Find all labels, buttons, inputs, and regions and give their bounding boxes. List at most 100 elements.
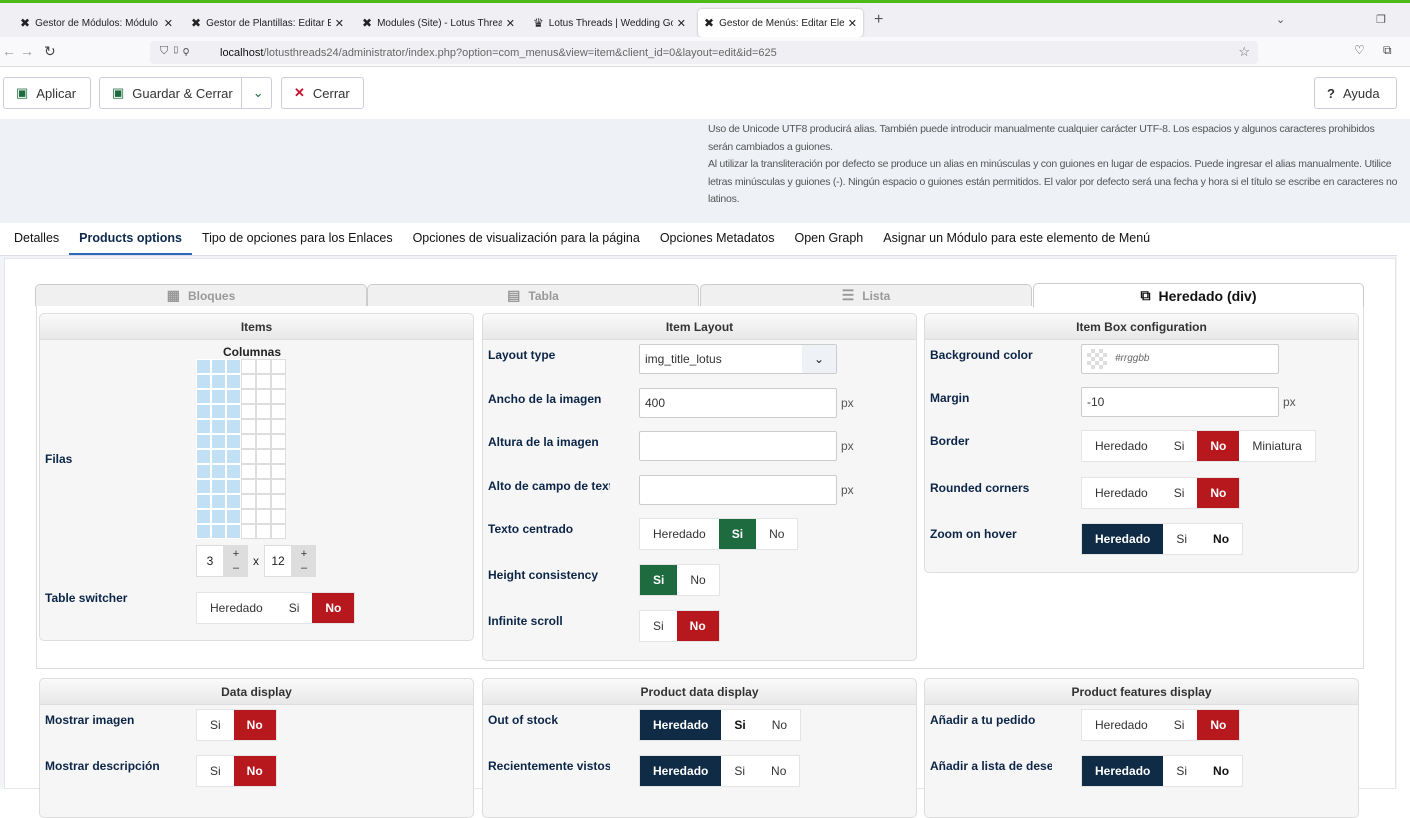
grid-cell[interactable] — [241, 479, 256, 494]
grid-cell[interactable] — [256, 434, 271, 449]
grid-cell[interactable] — [271, 434, 286, 449]
grid-cell[interactable] — [226, 479, 241, 494]
tab-6[interactable]: Asignar un Módulo para este elemento de … — [883, 231, 1151, 245]
columns-plus-minus[interactable]: + – — [224, 545, 248, 577]
toggle-group[interactable]: Heredado Si No — [1081, 709, 1241, 741]
text-input[interactable]: 400 — [639, 387, 837, 418]
grid-cell[interactable] — [271, 419, 286, 434]
bookmark-star-icon[interactable]: ☆ — [1238, 44, 1250, 59]
toggle-group[interactable]: Heredado Si No — [639, 518, 799, 550]
grid-cell[interactable] — [211, 494, 226, 509]
grid-cell[interactable] — [256, 509, 271, 524]
tab-5[interactable]: Open Graph — [794, 231, 864, 245]
grid-cell[interactable] — [271, 404, 286, 419]
option-heredado[interactable]: Heredado — [640, 710, 722, 740]
subtab-tabla[interactable]: ▤ Tabla — [367, 284, 699, 306]
close-tab-icon[interactable]: ✕ — [163, 17, 173, 30]
extensions-icon[interactable]: ⧉ — [1383, 43, 1392, 57]
grid-cell[interactable] — [211, 419, 226, 434]
grid-cell[interactable] — [256, 524, 271, 539]
grid-cell[interactable] — [241, 389, 256, 404]
grid-cell[interactable] — [226, 389, 241, 404]
grid-cell[interactable] — [211, 509, 226, 524]
grid-cell[interactable] — [211, 389, 226, 404]
option-si[interactable]: Si — [718, 519, 757, 549]
option-si[interactable]: Si — [640, 565, 678, 595]
grid-cell[interactable] — [196, 404, 211, 419]
grid-cell[interactable] — [226, 509, 241, 524]
grid-cell[interactable] — [196, 479, 211, 494]
back-icon[interactable]: ← — [2, 43, 16, 59]
grid-cell[interactable] — [226, 434, 241, 449]
rows-input[interactable]: 12 — [264, 545, 292, 577]
grid-cell[interactable] — [241, 419, 256, 434]
grid-cell[interactable] — [271, 359, 286, 374]
option-si[interactable]: Si — [734, 764, 746, 778]
toggle-group[interactable]: Si No — [639, 610, 720, 642]
grid-cell[interactable] — [256, 419, 271, 434]
grid-cell[interactable] — [241, 449, 256, 464]
browser-tab-active[interactable]: ✖ Gestor de Menús: Editar Elemen✕ — [698, 9, 863, 37]
grid-cell[interactable] — [226, 524, 241, 539]
tab-0[interactable]: Detalles — [14, 231, 60, 245]
option-no[interactable]: No — [771, 764, 787, 778]
option-si[interactable]: Si — [210, 764, 221, 778]
toggle-group[interactable]: Si No — [196, 709, 277, 741]
tab-4[interactable]: Opciones Metadatos — [659, 231, 775, 245]
close-tab-icon[interactable]: ✕ — [847, 17, 857, 30]
toggle-group[interactable]: Si No — [196, 755, 277, 787]
grid-cell[interactable] — [211, 449, 226, 464]
tab-1[interactable]: Products options — [69, 223, 192, 255]
url-field[interactable]: ⛉ ▯ ⚲ localhost/lotusthreads24/administr… — [150, 41, 1258, 64]
option-si[interactable]: Si — [1173, 439, 1185, 453]
tab-2[interactable]: Tipo de opciones para los Enlaces — [201, 231, 393, 245]
grid-cell[interactable] — [256, 464, 271, 479]
option-no[interactable]: No — [1213, 532, 1230, 546]
grid-cell[interactable] — [256, 389, 271, 404]
option-no[interactable]: No — [233, 756, 276, 786]
option-heredado[interactable]: Heredado — [210, 601, 263, 615]
grid-cell[interactable] — [196, 419, 211, 434]
grid-cell[interactable] — [271, 389, 286, 404]
grid-cell[interactable] — [241, 524, 256, 539]
toggle-group[interactable]: Heredado Si No — [196, 592, 356, 624]
grid-cell[interactable] — [241, 464, 256, 479]
text-input[interactable] — [639, 474, 837, 505]
grid-cell[interactable] — [226, 419, 241, 434]
color-input[interactable]: #rrggbb — [1081, 344, 1279, 374]
subtab-lista[interactable]: ☰ Lista — [700, 284, 1032, 306]
grid-cell[interactable] — [256, 494, 271, 509]
grid-cell[interactable] — [271, 479, 286, 494]
restore-window-icon[interactable]: ❐ — [1376, 14, 1386, 26]
toggle-group[interactable]: Heredado Si No — [639, 709, 802, 741]
grid-cell[interactable] — [226, 374, 241, 389]
save-close-button[interactable]: ▣ Guardar & Cerrar ⌄ — [99, 77, 272, 109]
new-tab-button[interactable]: + — [874, 11, 884, 28]
option-si[interactable]: Si — [1173, 718, 1185, 732]
option-si[interactable]: Si — [1176, 764, 1188, 778]
grid-cell[interactable] — [256, 479, 271, 494]
option-miniatura[interactable]: Miniatura — [1252, 439, 1302, 453]
toggle-group[interactable]: Heredado Si No — [639, 755, 801, 787]
tab-3[interactable]: Opciones de visualización para la página — [412, 231, 640, 245]
option-heredado[interactable]: Heredado — [653, 527, 706, 541]
grid-cell[interactable] — [226, 464, 241, 479]
grid-cell[interactable] — [211, 374, 226, 389]
grid-cell[interactable] — [241, 494, 256, 509]
columns-input[interactable]: 3 — [196, 545, 224, 577]
grid-cell[interactable] — [241, 404, 256, 419]
option-si[interactable]: Si — [210, 718, 221, 732]
option-heredado[interactable]: Heredado — [1095, 439, 1148, 453]
grid-cell[interactable] — [196, 389, 211, 404]
grid-cell[interactable] — [211, 479, 226, 494]
option-no[interactable]: No — [233, 710, 276, 740]
rows-plus-minus[interactable]: + – — [292, 545, 316, 577]
grid-cell[interactable] — [256, 404, 271, 419]
help-button[interactable]: ? Ayuda — [1314, 77, 1397, 109]
grid-cell[interactable] — [226, 359, 241, 374]
grid-cell[interactable] — [241, 434, 256, 449]
toggle-group[interactable]: Heredado Si No — [1081, 476, 1241, 509]
grid-cell[interactable] — [256, 449, 271, 464]
toggle-group[interactable]: Heredado Si No — [1081, 523, 1244, 555]
grid-cell[interactable] — [241, 359, 256, 374]
